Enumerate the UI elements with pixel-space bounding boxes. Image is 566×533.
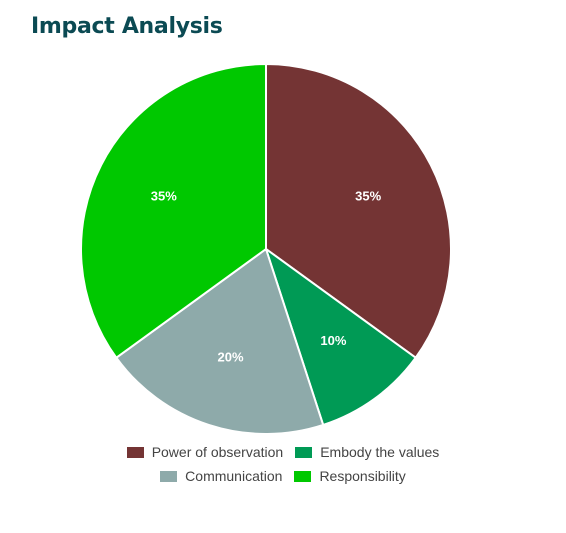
legend-swatch (294, 470, 312, 482)
pie-data-label-power-of-observation: 35% (355, 188, 381, 203)
legend-label: Embody the values (320, 444, 440, 460)
legend-label: Power of observation (151, 444, 284, 460)
pie-chart: 35% 10% 20% 35% (80, 63, 452, 435)
pie-data-label-responsibility: 35% (151, 188, 177, 203)
legend-swatch (295, 446, 313, 458)
legend-label: Communication (185, 468, 283, 484)
legend-row: Power of observation Embody the values (0, 444, 566, 460)
legend-swatch (160, 470, 178, 482)
legend-item-responsibility[interactable]: Responsibility (294, 468, 406, 484)
chart-title: Impact Analysis (31, 14, 223, 39)
legend-swatch (126, 446, 144, 458)
legend-item-embody-the-values[interactable]: Embody the values (295, 444, 439, 460)
pie-slice-communication[interactable] (115, 248, 325, 435)
legend-row: Communication Responsibility (0, 468, 566, 484)
pie-slice-embody-the-values[interactable] (265, 248, 417, 426)
pie-slice-responsibility[interactable] (80, 63, 267, 359)
legend-item-power-of-observation[interactable]: Power of observation (126, 444, 284, 460)
pie-data-label-communication: 20% (218, 350, 244, 365)
pie-slice-power-of-observation[interactable] (265, 63, 452, 359)
legend-label: Responsibility (319, 468, 406, 484)
legend-item-communication[interactable]: Communication (160, 468, 282, 484)
pie-data-label-embody-the-values: 10% (320, 333, 346, 348)
